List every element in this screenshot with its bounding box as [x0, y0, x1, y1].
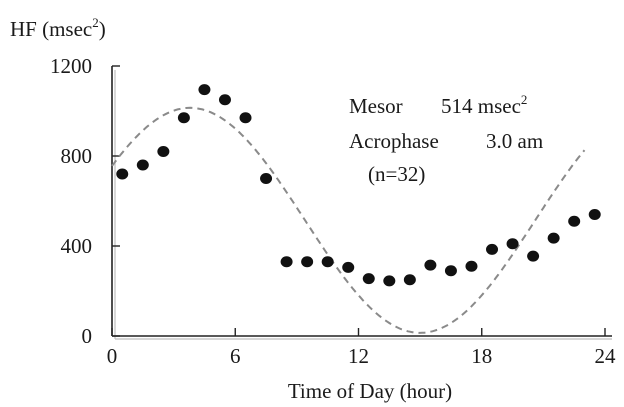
cosinor-fit-curve: [111, 106, 586, 334]
axes: [111, 66, 612, 340]
data-point: [157, 146, 170, 157]
data-point: [198, 84, 211, 96]
data-point: [444, 265, 457, 277]
data-point: [588, 209, 601, 220]
data-point: [424, 259, 437, 271]
data-point: [527, 250, 540, 262]
y-axis-title-close: ): [99, 17, 106, 41]
y-tick-label: 0: [82, 324, 93, 348]
y-tick-label: 800: [61, 144, 93, 168]
y-tick-label: 400: [61, 234, 93, 258]
data-point: [568, 215, 581, 227]
data-point: [486, 243, 499, 255]
mesor-value: 514 msec: [441, 94, 521, 118]
x-axis-title: Time of Day (hour): [288, 379, 452, 403]
x-tick-label: 12: [348, 344, 369, 368]
data-point: [383, 275, 396, 287]
data-point: [321, 256, 334, 268]
data-point: [362, 273, 375, 285]
y-axis-title-text: HF (msec: [10, 17, 92, 41]
mesor-label: Mesor: [349, 94, 403, 118]
x-axis-ticks: 0 6 12 18 24: [107, 328, 616, 368]
acrophase-value: 3.0 am: [486, 129, 543, 153]
data-point: [239, 112, 252, 124]
x-tick-label: 24: [595, 344, 617, 368]
data-point: [116, 168, 129, 180]
data-point: [547, 232, 560, 244]
data-point: [342, 261, 355, 273]
y-axis-title: HF (msec2): [10, 15, 106, 41]
x-tick-label: 0: [107, 344, 118, 368]
data-point: [280, 256, 293, 268]
data-point: [136, 159, 149, 171]
data-point: [403, 274, 416, 286]
annotation-block: Mesor 514 msec2 Acrophase 3.0 am (n=32): [349, 92, 543, 186]
data-point: [301, 256, 314, 268]
y-tick-label: 1200: [50, 54, 92, 78]
acrophase-label: Acrophase: [349, 129, 439, 153]
y-axis-ticks: 0 400 800 1200: [50, 54, 120, 348]
mesor-annotation: Mesor 514 msec2: [349, 92, 527, 118]
mesor-value-sup: 2: [521, 92, 528, 107]
x-tick-label: 6: [230, 344, 241, 368]
y-axis-title-sup: 2: [92, 15, 99, 30]
data-point: [506, 238, 519, 250]
data-points: [116, 84, 601, 287]
sample-size-annotation: (n=32): [368, 162, 425, 186]
x-tick-label: 18: [471, 344, 492, 368]
data-point: [218, 94, 231, 106]
data-point: [465, 260, 478, 272]
data-point: [260, 173, 273, 184]
acrophase-annotation: Acrophase 3.0 am: [349, 129, 543, 153]
data-point: [177, 112, 190, 124]
